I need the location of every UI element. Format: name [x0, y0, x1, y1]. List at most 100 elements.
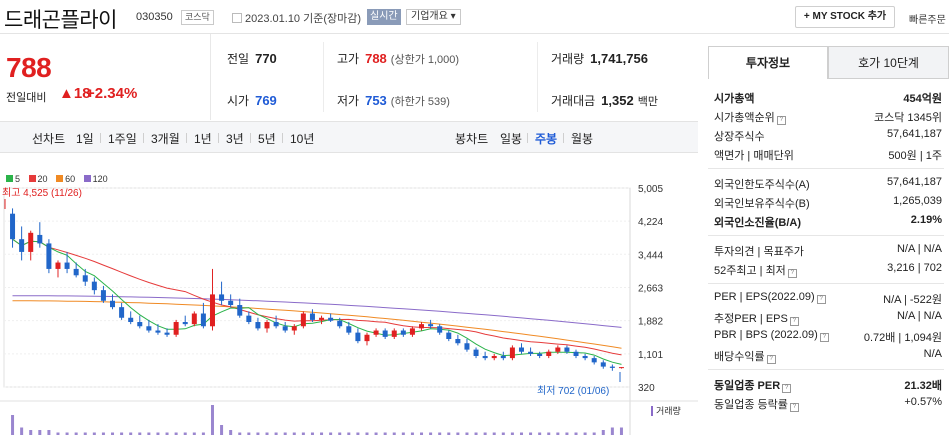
change-label: 전일대비 — [6, 92, 47, 104]
tab-1y[interactable]: 1년 — [194, 132, 212, 146]
info-row: 동일업종 PER? 21.32배 — [708, 377, 944, 394]
volume-bar — [465, 432, 469, 435]
candle-body — [64, 262, 70, 269]
candle-body — [455, 339, 461, 344]
tab-monthly[interactable]: 월봉 — [571, 132, 594, 146]
candle-body — [518, 347, 524, 352]
candle-body — [609, 366, 615, 368]
volume-label: 거래량 — [656, 405, 681, 416]
y-tick-label: 1,101 — [638, 350, 663, 361]
volume-bar — [519, 432, 523, 435]
tab-invest-info[interactable]: 투자정보 — [708, 46, 828, 79]
candle-chart-label: 봉차트 — [455, 132, 489, 146]
help-icon[interactable]: ? — [789, 403, 799, 412]
candle-body — [191, 313, 197, 325]
candle-body — [73, 268, 79, 276]
volume-bar — [101, 432, 105, 435]
help-icon[interactable]: ? — [819, 333, 829, 342]
info-row-label: 추정PER | EPS? — [714, 310, 799, 326]
company-name: 드래곤플라이 — [4, 9, 117, 32]
help-icon[interactable]: ? — [789, 317, 799, 326]
tab-5y[interactable]: 5년 — [258, 132, 276, 146]
change-percent: +2.34% — [86, 85, 138, 102]
volume-bar — [183, 432, 187, 435]
tab-weekly[interactable]: 주봉 — [535, 132, 558, 146]
candle-body — [137, 322, 143, 327]
candle-body — [264, 322, 270, 329]
info-row-value: 454억원 — [903, 93, 942, 105]
candle-body — [273, 322, 279, 327]
volume-bar — [374, 432, 378, 435]
help-icon[interactable]: ? — [816, 295, 826, 304]
price-chart[interactable]: 5 20 60 120 5,005 4,224 3,444 2,663 1,882 1,1… — [0, 154, 698, 435]
add-mystock-button[interactable]: + MY STOCK 추가 — [795, 6, 895, 28]
info-row-label: 외국인보유주식수(B) — [714, 198, 810, 210]
candle-body — [237, 305, 243, 316]
candle-body — [446, 332, 452, 340]
volume-bar — [510, 432, 514, 435]
current-price: 788 — [6, 52, 52, 83]
open-price: 시가 769 — [227, 93, 277, 108]
info-row-value: N/A — [923, 348, 942, 360]
help-icon[interactable]: ? — [766, 355, 776, 364]
info-row-value: N/A | -522원 — [883, 294, 942, 306]
volume-bar — [29, 430, 33, 435]
tab-3y[interactable]: 3년 — [226, 132, 244, 146]
y-tick-label: 1,882 — [638, 317, 663, 328]
line-chart-label: 선차트 — [32, 132, 66, 146]
tab-1d[interactable]: 1일 — [76, 132, 94, 146]
info-row: 액면가 | 매매단위 500원 | 1주 — [708, 147, 944, 164]
help-icon[interactable]: ? — [787, 269, 797, 278]
volume-bar — [438, 432, 442, 435]
info-row: 시가총액순위? 코스닥 1345위 — [708, 109, 944, 126]
tab-order-book[interactable]: 호가 10단계 — [828, 46, 949, 79]
market-badge: 코스닥 — [181, 10, 214, 25]
date-label: 2023.01.10 기준(장마감) — [245, 13, 362, 25]
divider — [100, 133, 101, 143]
volume-bar — [447, 432, 451, 435]
candle-body — [291, 326, 297, 331]
ma120-line — [12, 295, 622, 328]
y-tick-label: 5,005 — [638, 184, 663, 195]
info-row: 배당수익률? N/A — [708, 348, 944, 365]
volume-bar — [556, 432, 560, 435]
help-icon[interactable]: ? — [776, 116, 786, 125]
volume-bar — [529, 432, 533, 435]
candle-body — [364, 334, 370, 342]
candle-body — [46, 243, 52, 269]
quick-order-link[interactable]: 빠른주문 — [909, 15, 946, 26]
volume-bar — [20, 427, 24, 435]
realtime-button[interactable]: 실시간 — [367, 9, 401, 25]
info-row-label: 시가총액순위? — [714, 109, 786, 125]
help-icon[interactable]: ? — [782, 384, 792, 393]
candle-body — [600, 362, 606, 367]
info-row-value: 57,641,187 — [886, 176, 942, 188]
divider — [537, 42, 538, 112]
volume-bar — [156, 432, 160, 435]
volume-bar — [120, 432, 124, 435]
tab-3m[interactable]: 3개월 — [151, 132, 180, 146]
candle-body — [55, 262, 61, 269]
volume-bar — [265, 432, 269, 435]
volume-bar — [456, 432, 460, 435]
candle-body — [337, 320, 343, 327]
chart-tabs: 선차트 1일 1주일 3개월 1년 3년 5년 10년 봉차트 일봉 주봉 월봉 — [0, 121, 698, 153]
volume-bar — [247, 432, 251, 435]
volume-bar — [47, 430, 51, 435]
candle-body — [400, 330, 406, 335]
candle-body — [209, 294, 215, 327]
tab-daily[interactable]: 일봉 — [500, 132, 523, 146]
candle-body — [419, 324, 425, 329]
company-info-dropdown[interactable]: 기업개요 ▾ — [406, 9, 461, 25]
tab-1w[interactable]: 1주일 — [108, 132, 137, 146]
candle-body — [91, 281, 97, 291]
volume-bar — [383, 432, 387, 435]
tab-10y[interactable]: 10년 — [290, 132, 315, 146]
volume-bar — [410, 432, 414, 435]
candle-body — [300, 313, 306, 327]
info-row-label: 52주최고 | 최저? — [714, 262, 797, 278]
price-box: 788 전일대비 ▲18 +2.34% — [0, 34, 210, 120]
info-row-value: 2.19% — [910, 214, 942, 226]
candle-body — [228, 300, 234, 306]
section-divider — [708, 283, 944, 284]
